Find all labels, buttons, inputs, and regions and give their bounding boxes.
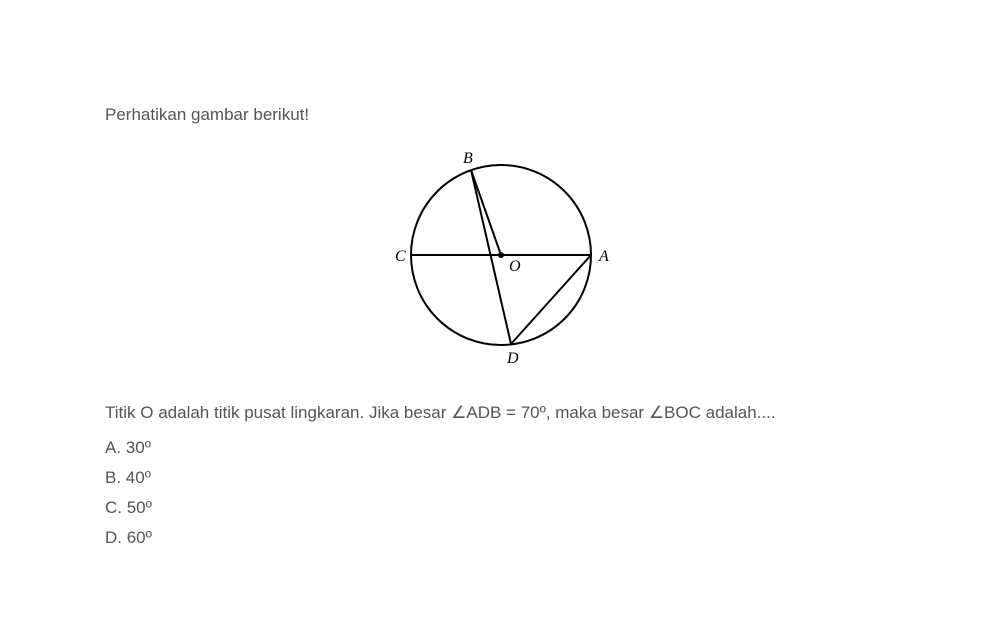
option-d[interactable]: D. 60º	[105, 528, 897, 548]
question-text: Titik O adalah titik pusat lingkaran. Ji…	[105, 400, 897, 426]
option-b[interactable]: B. 40º	[105, 468, 897, 488]
svg-text:O: O	[509, 258, 521, 275]
svg-text:B: B	[463, 150, 473, 167]
diagram-container: A B C D O	[105, 145, 897, 385]
circle-diagram-svg: A B C D O	[371, 145, 631, 385]
svg-text:D: D	[506, 350, 519, 367]
options-list: A. 30º B. 40º C. 50º D. 60º	[105, 438, 897, 548]
svg-text:A: A	[598, 248, 609, 265]
option-a[interactable]: A. 30º	[105, 438, 897, 458]
option-c[interactable]: C. 50º	[105, 498, 897, 518]
question-intro: Perhatikan gambar berikut!	[105, 105, 897, 125]
svg-text:C: C	[395, 248, 406, 265]
